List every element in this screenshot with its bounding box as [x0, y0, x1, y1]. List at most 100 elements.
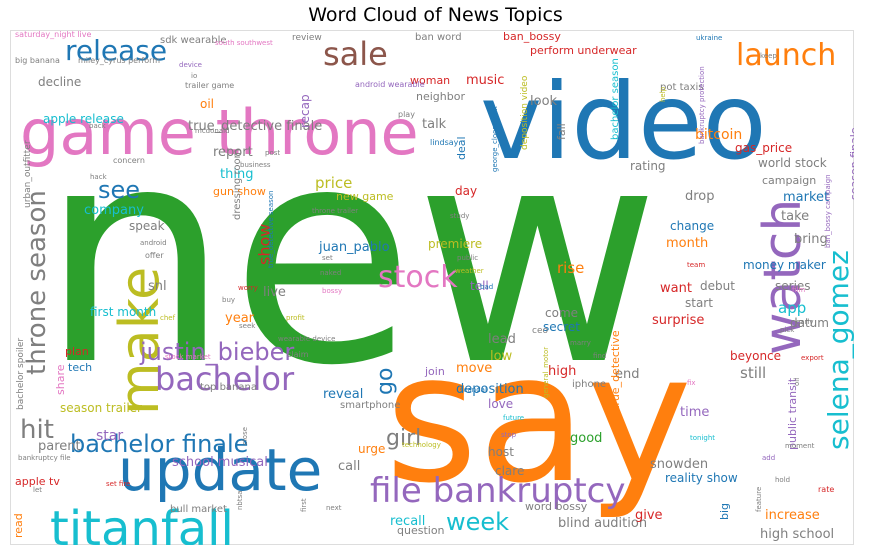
cloud-word: new game [336, 190, 394, 203]
cloud-word: big banana [15, 56, 60, 65]
cloud-word: top banana [200, 382, 257, 393]
cloud-word: george_clooney ex [491, 106, 499, 172]
cloud-word: report [213, 145, 253, 160]
cloud-word: perform underwear [530, 44, 637, 57]
cloud-word: see [98, 176, 140, 204]
cloud-word: snowden [650, 457, 708, 472]
cloud-word: speak [129, 219, 165, 233]
cloud-word: throne trailer [312, 207, 358, 215]
cloud-word: bachelor [155, 360, 295, 398]
cloud-word: business [240, 161, 271, 169]
cloud-word: export [801, 354, 824, 362]
cloud-word: price [315, 174, 352, 192]
cloud-word: end [615, 367, 640, 382]
cloud-word: next [326, 504, 342, 512]
cloud-word: device [179, 61, 202, 69]
cloud-word: say [385, 315, 692, 522]
cloud-word: parent [38, 439, 81, 454]
cloud-word: update [118, 436, 322, 504]
cloud-word: neighbor [416, 90, 465, 103]
cloud-word: apple release [43, 112, 124, 126]
cloud-word: urge [358, 442, 385, 456]
cloud-word: miley_cyrus perform [78, 56, 160, 65]
cloud-word: weather [455, 267, 484, 275]
cloud-word: bring [794, 232, 828, 247]
cloud-word: sdk wearable [160, 35, 227, 46]
cloud-word: datum [790, 316, 829, 330]
cloud-word: android wearable [355, 80, 425, 89]
cloud-word: android [140, 239, 167, 247]
cloud-word: move [456, 361, 492, 376]
cloud-word: market [783, 190, 829, 205]
cloud-word: launch [736, 38, 836, 73]
cloud-word: oil [200, 97, 214, 111]
cloud-word: file bankruptcy [370, 471, 626, 511]
cloud-word: profit [286, 314, 305, 322]
cloud-word: bankruptcy protection [698, 66, 706, 144]
cloud-word: future [503, 414, 524, 422]
cloud-word: public transit [786, 377, 799, 450]
cloud-word: ceo [532, 326, 548, 336]
cloud-word: mcdonald [195, 127, 230, 135]
cloud-word: rise [557, 259, 584, 277]
cloud-word: premiere [428, 237, 482, 251]
cloud-word: change [670, 219, 714, 233]
cloud-word: technology [402, 441, 441, 449]
cloud-word: watch [753, 199, 813, 355]
cloud-word: star [96, 428, 123, 444]
cloud-word: release [65, 34, 167, 67]
cloud-word: campaign [762, 174, 816, 187]
cloud-word: good [570, 431, 602, 446]
cloud-word: music [466, 73, 504, 88]
cloud-word: snl [148, 279, 167, 294]
cloud-word: first month [90, 305, 156, 319]
cloud-word: rate [818, 485, 834, 494]
cloud-word: lindsay [430, 138, 459, 147]
cloud-word: selena_gomez [822, 250, 854, 450]
cloud-word: deposition video [520, 75, 530, 150]
cloud-word: scandal [460, 386, 487, 394]
cloud-word: love [488, 397, 513, 411]
cloud-word: stock market [165, 353, 211, 361]
cloud-word: close [241, 427, 249, 445]
cloud-word: app [778, 299, 806, 317]
cloud-word: claim [287, 350, 309, 359]
cloud-word: look [530, 94, 558, 109]
cloud-word: bull market [170, 504, 227, 515]
cloud-word: reveal [323, 387, 363, 402]
cloud-word: world stock [758, 156, 827, 170]
cloud-word: pick [780, 326, 795, 334]
cloud-word: season finale [848, 127, 854, 200]
cloud-word: add [762, 454, 775, 462]
cloud-word: pot taxis [660, 82, 704, 93]
cloud-word: true_detective finale [188, 119, 322, 134]
cloud-word: new [40, 82, 660, 431]
cloud-word: drop [685, 189, 715, 204]
cloud-word: find [593, 352, 606, 360]
cloud-word: day [455, 184, 477, 198]
cloud-word: deposition [456, 382, 524, 397]
cloud-word: justin_bieber [139, 338, 294, 366]
cloud-word: want [660, 281, 692, 296]
cloud-word: make [108, 267, 171, 415]
cloud-word: show [255, 224, 274, 265]
cloud-word: keep [760, 52, 777, 60]
cloud-word: throne season [22, 190, 52, 375]
cloud-word: game throne [20, 96, 419, 169]
cloud-word: let [33, 486, 42, 494]
cloud-word: true_detective [609, 330, 622, 410]
cloud-word: tell [470, 279, 489, 293]
cloud-word: month [666, 236, 708, 251]
cloud-word: ukraine [696, 34, 722, 42]
cloud-word: apple tv [15, 475, 60, 488]
cloud-word: read [12, 513, 25, 538]
cloud-word: set [322, 254, 333, 262]
cloud-word: iphone [572, 379, 606, 390]
cloud-word: buy [222, 296, 235, 304]
cloud-word: hit [20, 415, 54, 445]
cloud-word: thing [220, 167, 253, 182]
cloud-word: bossy [322, 287, 342, 295]
cloud-word: first [300, 498, 308, 512]
cloud-word: dressing room [232, 149, 243, 220]
cloud-word: woman [410, 74, 450, 87]
